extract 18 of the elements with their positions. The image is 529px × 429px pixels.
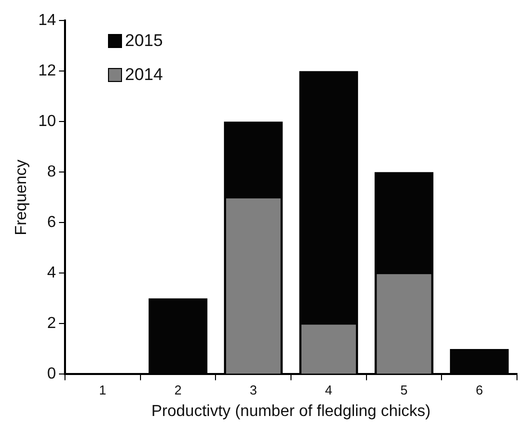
y-tick-label: 10 [38,113,56,130]
y-tick-label: 6 [47,214,56,232]
y-tick-label: 14 [38,12,56,30]
legend-label: 2014 [125,64,163,86]
x-tick-label: 3 [250,382,257,398]
x-tick-label: 2 [174,382,182,398]
x-tick-label: 6 [476,382,483,398]
x-axis-title: Productivty (number of fledgling chicks) [151,402,431,420]
x-tick-label: 1 [99,382,106,398]
x-tick-label: 5 [400,382,408,398]
y-tick-label: 4 [47,264,56,282]
y-tick-label: 0 [47,366,56,383]
y-tick-label: 8 [47,164,56,181]
y-tick-label: 12 [38,62,56,80]
x-tick-label: 4 [325,382,332,398]
y-tick-label: 2 [47,315,56,332]
legend-label: 2015 [125,30,163,52]
y-axis-title: Frequency [13,160,30,236]
